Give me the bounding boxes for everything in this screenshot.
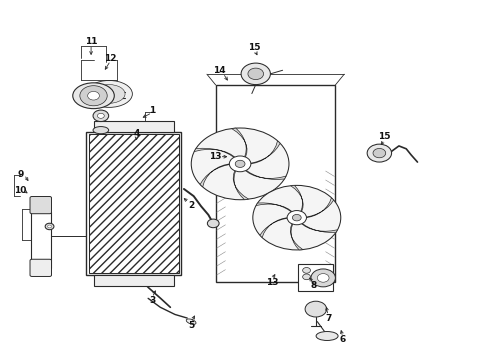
Bar — [94, 121, 174, 132]
Polygon shape — [200, 164, 229, 187]
Ellipse shape — [73, 83, 114, 109]
Circle shape — [248, 68, 264, 80]
Circle shape — [88, 91, 99, 100]
Polygon shape — [291, 224, 303, 250]
Bar — [298, 264, 333, 291]
Circle shape — [45, 223, 54, 230]
Text: 5: 5 — [188, 321, 195, 330]
Text: 3: 3 — [149, 296, 155, 305]
Polygon shape — [256, 203, 292, 212]
Circle shape — [367, 144, 392, 162]
Circle shape — [318, 274, 329, 282]
Circle shape — [305, 301, 327, 317]
Ellipse shape — [316, 332, 338, 341]
FancyBboxPatch shape — [30, 197, 51, 214]
Polygon shape — [232, 128, 247, 157]
Circle shape — [207, 219, 219, 228]
Polygon shape — [291, 185, 303, 212]
Circle shape — [98, 113, 104, 118]
Ellipse shape — [86, 81, 132, 107]
Circle shape — [48, 225, 51, 228]
Text: 14: 14 — [213, 66, 226, 75]
Polygon shape — [302, 224, 338, 233]
Circle shape — [235, 160, 245, 167]
Polygon shape — [233, 171, 248, 199]
Circle shape — [93, 110, 109, 122]
Text: 12: 12 — [104, 54, 117, 63]
Circle shape — [80, 86, 107, 106]
Circle shape — [303, 274, 311, 280]
Polygon shape — [306, 198, 334, 218]
Polygon shape — [251, 141, 280, 164]
Ellipse shape — [93, 127, 109, 134]
Circle shape — [241, 63, 270, 85]
Bar — [216, 85, 335, 282]
FancyBboxPatch shape — [30, 259, 51, 276]
Ellipse shape — [93, 85, 125, 103]
Text: 10: 10 — [14, 186, 26, 195]
Bar — [86, 132, 181, 275]
Text: 11: 11 — [85, 37, 98, 46]
Text: 13: 13 — [266, 278, 278, 287]
Text: 6: 6 — [340, 335, 346, 344]
Text: 15: 15 — [248, 43, 261, 52]
Circle shape — [253, 185, 341, 250]
Bar — [31, 212, 50, 268]
Circle shape — [303, 267, 311, 273]
Polygon shape — [194, 148, 235, 157]
Text: 2: 2 — [188, 201, 195, 210]
Circle shape — [287, 211, 306, 225]
Bar — [89, 134, 178, 273]
Circle shape — [229, 156, 251, 172]
Text: 7: 7 — [325, 314, 331, 323]
Ellipse shape — [186, 319, 196, 324]
Circle shape — [293, 215, 301, 221]
Circle shape — [191, 128, 289, 200]
Polygon shape — [260, 218, 287, 238]
Text: 1: 1 — [149, 105, 155, 114]
Polygon shape — [245, 170, 286, 179]
Bar — [94, 275, 174, 286]
Circle shape — [311, 269, 335, 287]
Text: 13: 13 — [209, 152, 222, 161]
Text: 15: 15 — [378, 132, 391, 141]
Text: 4: 4 — [133, 129, 140, 138]
Circle shape — [373, 148, 386, 158]
Text: 9: 9 — [17, 170, 24, 179]
Text: 8: 8 — [310, 281, 317, 290]
